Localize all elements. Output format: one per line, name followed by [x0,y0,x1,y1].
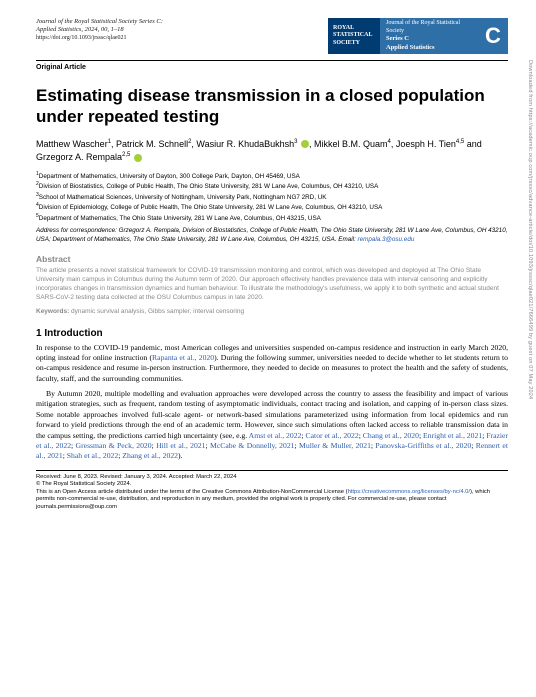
abstract-text: The article presents a novel statistical… [36,267,508,302]
correspondence-email[interactable]: rempala.3@osu.edu [358,236,415,243]
license-link[interactable]: https://creativecommons.org/licenses/by-… [348,489,470,495]
download-watermark: Downloaded from https://academic.oup.com… [526,60,533,620]
affiliation: 2Division of Biostatistics, College of P… [36,181,508,192]
article-type: Original Article [36,64,508,71]
author-list: Matthew Wascher1, Patrick M. Schnell2, W… [36,138,508,165]
journal-sub: Applied Statistics [36,26,81,33]
abstract-heading: Abstract [36,254,508,264]
footer: Received: June 8, 2023. Revised: January… [36,470,508,512]
badge-series: Journal of the Royal Statistical Society… [380,18,478,54]
article-title: Estimating disease transmission in a clo… [36,85,508,128]
body-paragraph: In response to the COVID-19 pandemic, mo… [36,343,508,385]
journal-name: Journal of the Royal Statistical Society… [36,18,163,26]
correspondence: Address for correspondence: Grzegorz A. … [36,227,508,244]
affiliation: 1Department of Mathematics, University o… [36,171,508,182]
affiliations: 1Department of Mathematics, University o… [36,171,508,224]
journal-yearvol: 2024, 00, 1–18 [85,26,124,33]
journal-doi: https://doi.org/10.1093/jrsssc/qlae021 [36,35,163,43]
badge-rsoc: ROYAL STATISTICAL SOCIETY [328,18,380,54]
license-line: This is an Open Access article distribut… [36,489,508,512]
divider [36,60,508,61]
affiliation: 4Division of Epidemiology, College of Pu… [36,202,508,213]
copyright-line: © The Royal Statistical Society 2024. [36,481,508,489]
keywords: Keywords: dynamic survival analysis, Gib… [36,308,508,315]
header-row: Journal of the Royal Statistical Society… [36,18,508,54]
badge-letter: C [478,18,508,54]
body-paragraph: By Autumn 2020, multiple modelling and e… [36,389,508,462]
affiliation: 3School of Mathematical Sciences, Univer… [36,192,508,203]
section-heading: 1 Introduction [36,328,508,339]
journal-info: Journal of the Royal Statistical Society… [36,18,163,43]
journal-badge: ROYAL STATISTICAL SOCIETY Journal of the… [328,18,508,54]
affiliation: 5Department of Mathematics, The Ohio Sta… [36,213,508,224]
